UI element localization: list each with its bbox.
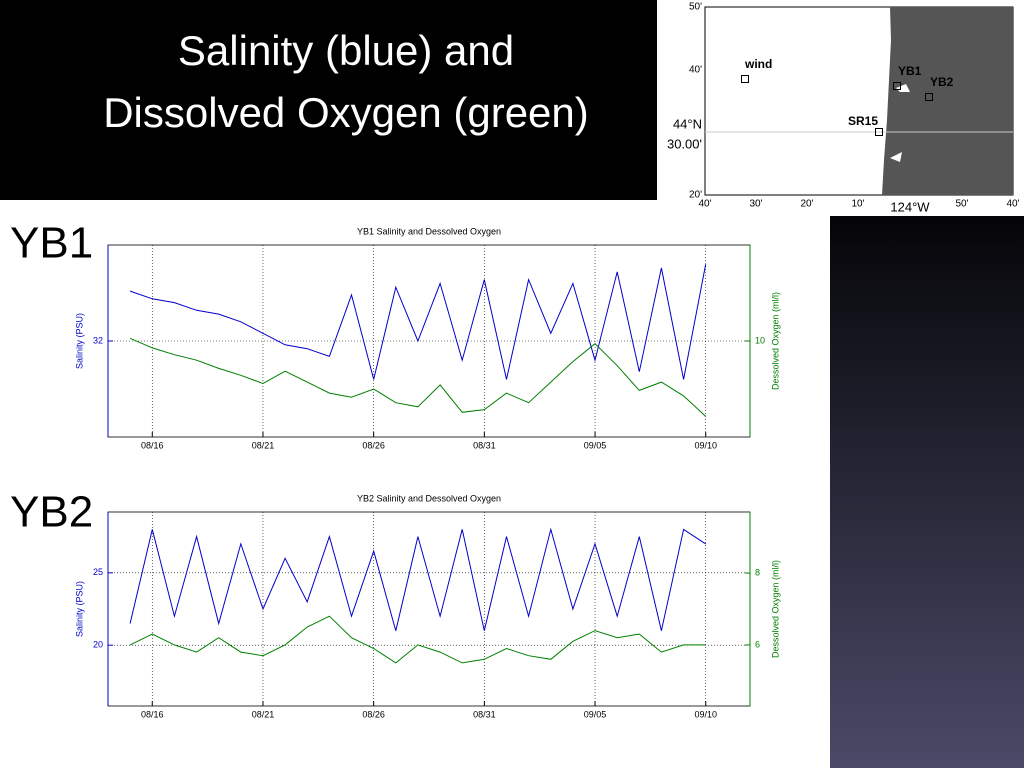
title-box: [0, 0, 657, 200]
map-lat-label: 40': [689, 65, 702, 76]
x-tick-label: 09/10: [694, 709, 717, 719]
map: 50'40'44°N30.00'20'40' 30' 20' 10' 124°W 50' 4…: [657, 0, 1024, 215]
chart-title: YB1 Salinity and Dessolved Oxygen: [357, 226, 501, 236]
map-lat-label: 20': [689, 190, 702, 201]
map-lon-label: 10': [851, 199, 864, 210]
station-label: YB2: [930, 75, 954, 89]
y-tick-label: 20: [93, 640, 103, 650]
x-tick-label: 08/26: [362, 709, 385, 719]
map-lon-label: 20': [800, 199, 813, 210]
x-tick-label: 08/21: [252, 709, 275, 719]
map-lon-label: 124°W: [890, 199, 930, 214]
station-label: SR15: [848, 114, 878, 128]
section-label: YB2: [10, 488, 93, 537]
side-strip: [830, 216, 1024, 768]
map-lat-label: 44°N: [673, 116, 702, 131]
map-lat-label: 50': [689, 2, 702, 13]
x-tick-label: 09/05: [584, 440, 607, 450]
map-lon-label: 30': [749, 199, 762, 210]
x-tick-label: 08/31: [473, 440, 496, 450]
x-tick-label: 08/21: [252, 440, 275, 450]
y-tick-label: 32: [93, 335, 103, 345]
x-tick-label: 08/16: [141, 709, 164, 719]
x-tick-label: 08/26: [362, 440, 385, 450]
estuary: [890, 84, 910, 162]
y2-axis-label: Dessolved Oxygen (ml/l): [770, 292, 780, 390]
map-lon-label: 40': [698, 199, 711, 210]
series-line: [129, 615, 706, 664]
y2-tick-label: 8: [755, 567, 760, 577]
station-label: YB1: [898, 64, 922, 78]
chart-title: YB2 Salinity and Dessolved Oxygen: [357, 493, 501, 503]
y2-tick-label: 6: [755, 639, 760, 649]
y-axis-label: Salinity (PSU): [74, 313, 84, 369]
section-label: YB1: [10, 219, 93, 268]
station-marker: [893, 82, 901, 90]
y2-tick-label: 10: [755, 335, 765, 345]
slide-title: Salinity (blue) and: [178, 27, 514, 74]
land: [882, 7, 1013, 195]
x-tick-label: 09/10: [694, 440, 717, 450]
x-tick-label: 09/05: [584, 709, 607, 719]
y2-axis-label: Dessolved Oxygen (ml/l): [770, 560, 780, 658]
map-lon-label: 50': [955, 199, 968, 210]
station-marker: [741, 75, 749, 83]
station-label: wind: [744, 57, 772, 71]
series-line: [129, 264, 707, 380]
station-marker: [875, 128, 883, 136]
map-lon-label: 40': [1006, 199, 1019, 210]
map-lat-label: 30.00': [667, 136, 702, 151]
series-line: [129, 527, 706, 631]
y-tick-label: 25: [93, 567, 103, 577]
series-line: [129, 337, 707, 417]
y-axis-label: Salinity (PSU): [74, 581, 84, 637]
slide-title: Dissolved Oxygen (green): [103, 89, 589, 136]
station-marker: [925, 93, 933, 101]
x-tick-label: 08/16: [141, 440, 164, 450]
x-tick-label: 08/31: [473, 709, 496, 719]
